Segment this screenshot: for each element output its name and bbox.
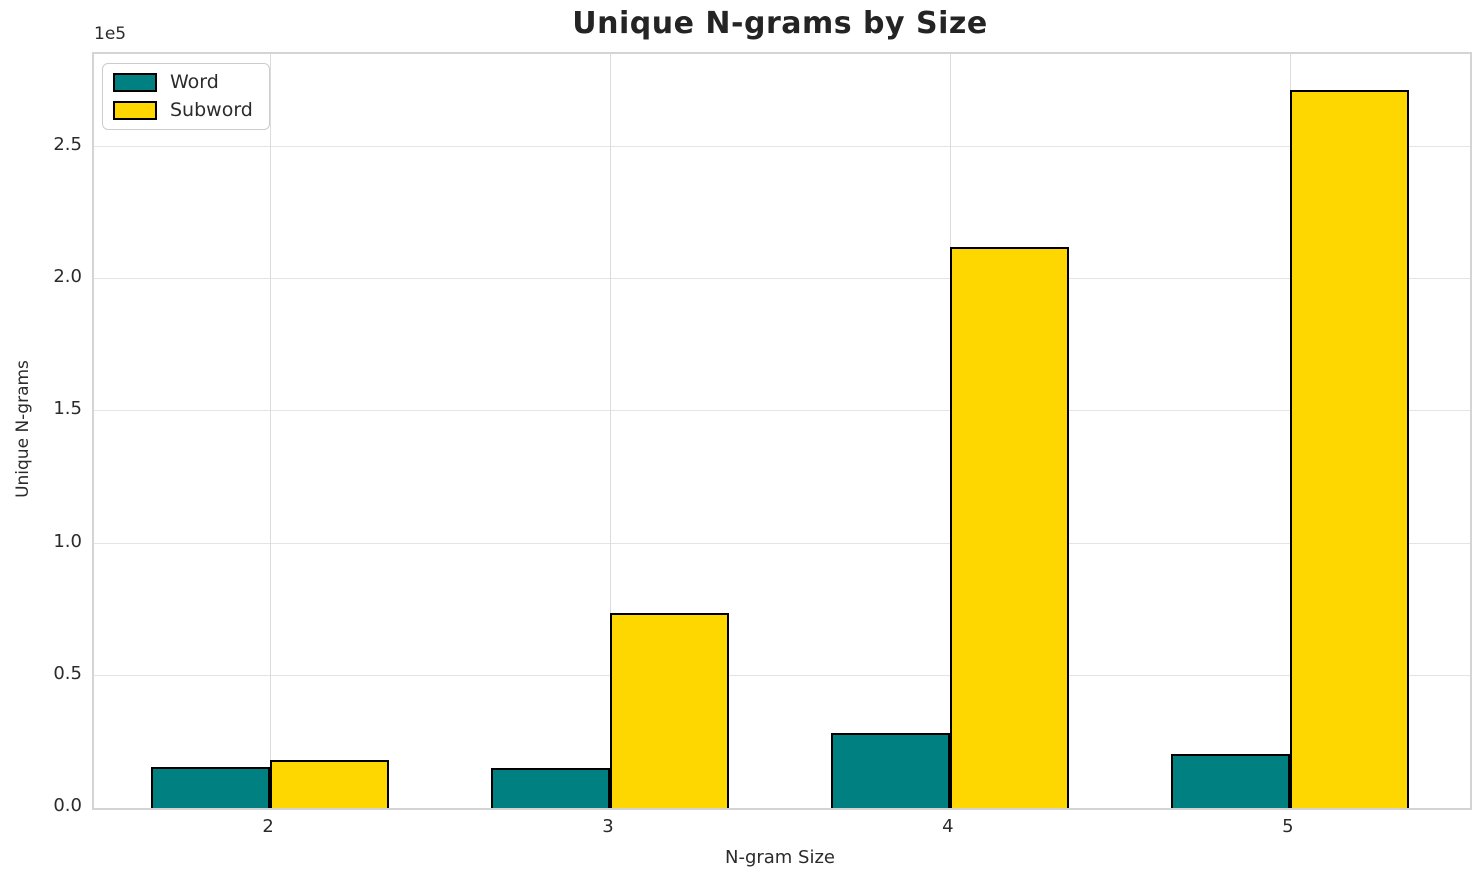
x-axis-title: N-gram Size [724, 847, 836, 868]
bar-word-ngram-5 [1170, 753, 1290, 808]
bar-word-ngram-2 [151, 767, 271, 808]
y-axis-offset-label: 1e5 [94, 24, 127, 44]
x-tick-label: 5 [1282, 816, 1294, 837]
bar-word-ngram-3 [491, 768, 610, 808]
chart-title: Unique N-grams by Size [572, 6, 988, 41]
y-tick-label: 2.0 [53, 266, 82, 288]
y-tick-label: 2.5 [53, 134, 82, 156]
bar-word-ngram-4 [830, 732, 950, 808]
vertical-gridline [270, 54, 272, 808]
legend-item-subword: Subword [113, 101, 253, 120]
legend: Word Subword [102, 63, 270, 130]
x-tick-label: 3 [602, 816, 614, 837]
y-axis-title: Unique N-grams [13, 360, 33, 498]
y-tick-label: 1.0 [53, 530, 82, 552]
horizontal-gridline [94, 410, 1470, 412]
vertical-gridline [610, 54, 611, 808]
horizontal-gridline [94, 278, 1470, 280]
legend-label-word: Word [170, 71, 219, 93]
horizontal-gridline [94, 674, 1470, 676]
legend-swatch-word [113, 73, 157, 92]
bar-subword-ngram-3 [610, 612, 729, 808]
bar-subword-ngram-2 [270, 759, 390, 808]
legend-label-subword: Subword [170, 99, 253, 121]
y-tick-label: 1.5 [53, 398, 82, 420]
horizontal-gridline [94, 146, 1470, 148]
x-tick-label: 2 [262, 816, 274, 837]
y-tick-label: 0.5 [53, 662, 82, 684]
legend-item-word: Word [113, 73, 253, 92]
x-tick-label: 4 [942, 816, 954, 837]
y-tick-label: 0.0 [53, 795, 82, 816]
legend-swatch-subword [113, 101, 157, 120]
bar-subword-ngram-5 [1289, 89, 1409, 808]
bar-subword-ngram-4 [949, 247, 1069, 808]
horizontal-gridline [94, 542, 1470, 544]
plot-area: Word Subword [92, 52, 1472, 810]
